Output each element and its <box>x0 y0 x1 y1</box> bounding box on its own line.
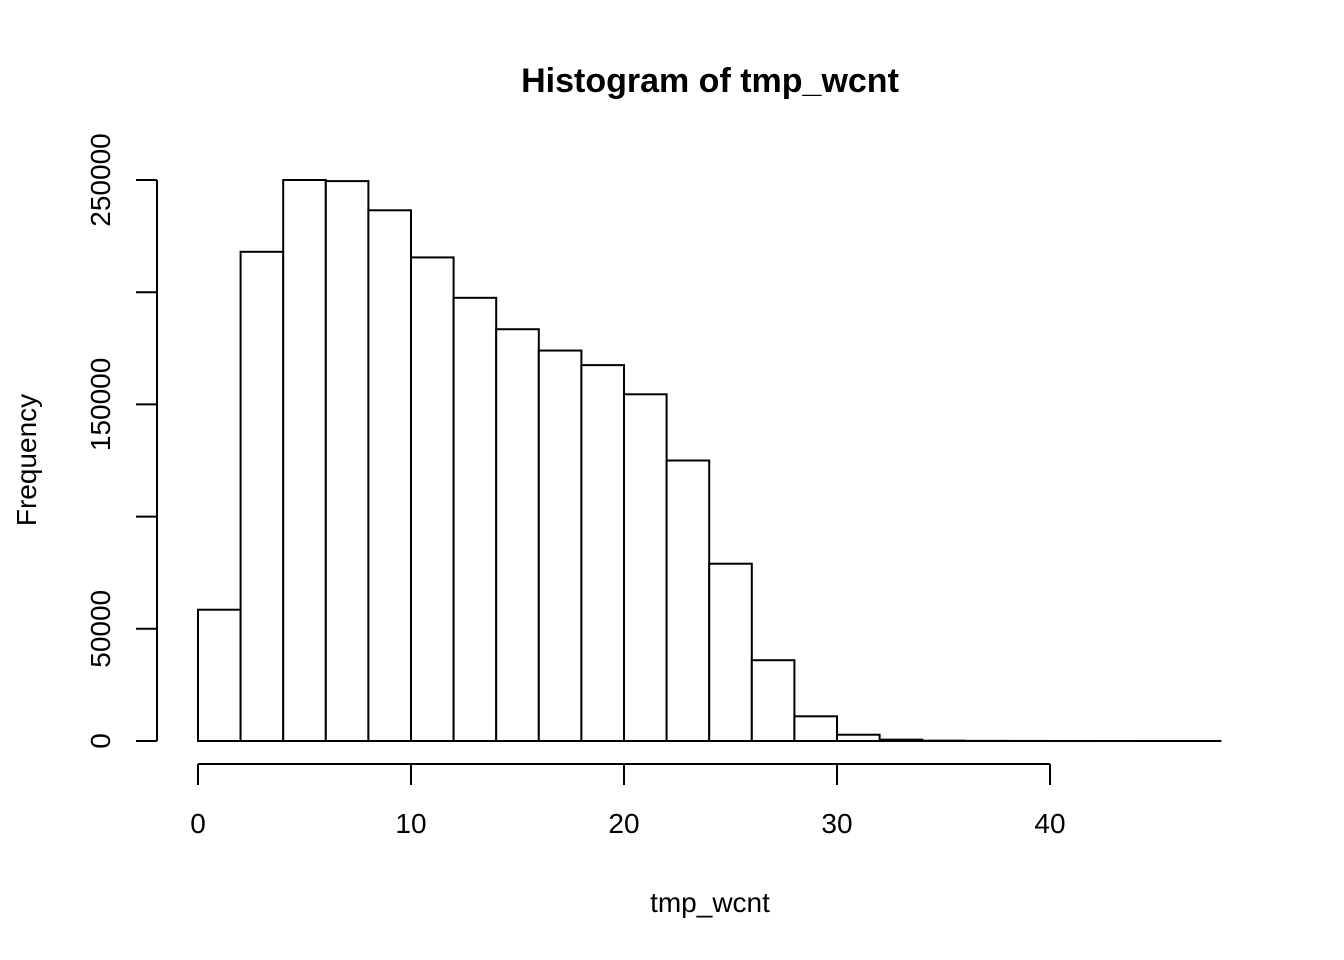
y-axis-label: Frequency <box>11 394 42 526</box>
histogram-bar <box>665 459 711 742</box>
chart-title: Histogram of tmp_wcnt <box>521 62 899 100</box>
y-tick-label: 250000 <box>85 133 116 226</box>
histogram-bar <box>878 738 924 743</box>
x-tick-label: 0 <box>190 808 206 839</box>
y-tick-label: 0 <box>85 733 116 749</box>
y-tick-label: 150000 <box>85 358 116 451</box>
histogram-bar <box>367 209 412 742</box>
x-axis: 0 10 20 30 40 <box>190 763 1066 839</box>
y-axis: 0 50000 150000 250000 <box>85 133 158 749</box>
histogram-bar <box>197 608 242 743</box>
histogram-bar <box>580 364 626 742</box>
histogram-bar <box>452 296 498 742</box>
x-tick-label: 30 <box>821 808 852 839</box>
histogram-bar <box>537 349 583 742</box>
histogram-bar <box>239 250 285 742</box>
histogram-bar <box>282 179 327 742</box>
histogram-bar <box>324 180 370 742</box>
bars-group <box>197 179 1222 743</box>
x-tick-label: 40 <box>1034 808 1065 839</box>
histogram-bar <box>410 256 455 742</box>
x-axis-label: tmp_wcnt <box>650 887 770 918</box>
histogram-bar <box>623 393 668 742</box>
y-tick-label: 50000 <box>85 590 116 668</box>
x-tick-label: 10 <box>395 808 426 839</box>
histogram-bar <box>750 659 796 742</box>
histogram-bar <box>836 733 881 742</box>
histogram-bar <box>708 562 753 742</box>
x-tick-label: 20 <box>608 808 639 839</box>
histogram-bar <box>793 715 839 742</box>
histogram-bar <box>495 328 540 742</box>
